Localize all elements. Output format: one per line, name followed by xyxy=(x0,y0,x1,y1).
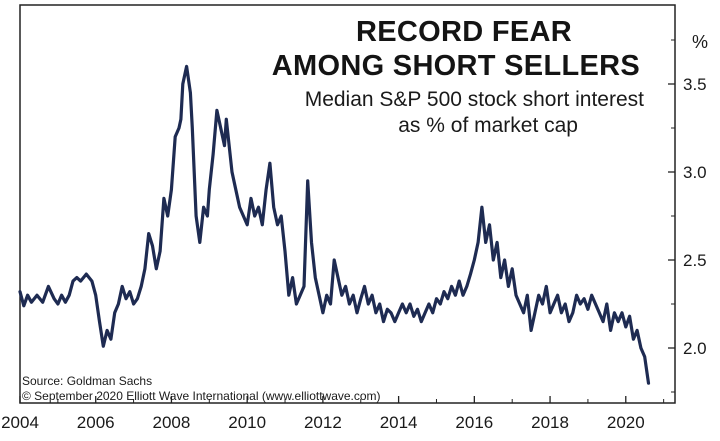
x-tick-label: 2006 xyxy=(77,413,115,432)
x-axis: 2004 2006 2008 2010 2012 2014 2016 2018 2020 xyxy=(1,396,665,432)
chart-subtitle-line2: as % of market cap xyxy=(398,114,578,137)
chart-title-line2: AMONG SHORT SELLERS xyxy=(271,50,640,82)
y-axis: 2.0 2.5 3.0 3.5 xyxy=(668,39,707,393)
series-line xyxy=(18,64,651,385)
x-tick-label: 2008 xyxy=(153,413,191,432)
x-tick-label: 2020 xyxy=(607,413,645,432)
y-unit-label: % xyxy=(692,32,708,52)
chart-title: RECORD FEAR xyxy=(356,16,572,48)
x-tick-label: 2018 xyxy=(531,413,569,432)
x-tick-label: 2014 xyxy=(380,413,418,432)
x-tick-label: 2010 xyxy=(228,413,266,432)
x-tick-label: 2004 xyxy=(1,413,39,432)
y-tick-label: 2.5 xyxy=(683,251,707,270)
plot-frame xyxy=(19,4,676,404)
y-tick-label: 2.0 xyxy=(683,339,707,358)
y-tick-label: 3.0 xyxy=(683,163,707,182)
chart-subtitle: Median S&P 500 stock short interest xyxy=(304,88,644,111)
y-tick-label: 3.5 xyxy=(683,75,707,94)
copyright-note: © September 2020 Elliott Wave Internatio… xyxy=(22,389,381,403)
source-note: Source: Goldman Sachs xyxy=(22,374,153,388)
x-tick-label: 2012 xyxy=(304,413,342,432)
x-tick-label: 2016 xyxy=(455,413,493,432)
